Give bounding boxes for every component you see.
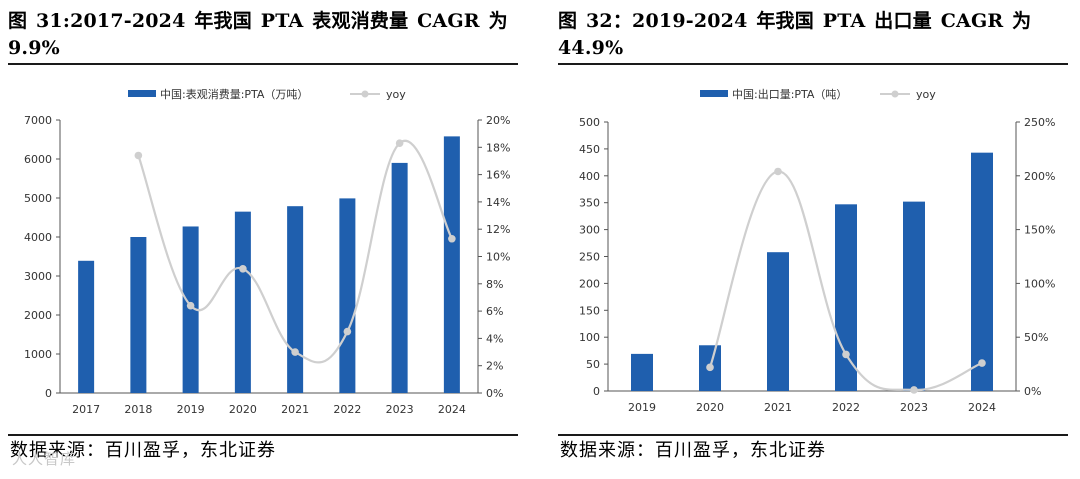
yoy-point-2023 (395, 139, 404, 148)
y-tick-label-left: 150 (579, 304, 600, 317)
yoy-point-2021 (291, 348, 299, 356)
x-tick-label: 2021 (764, 401, 792, 414)
y-tick-label-right: 4% (486, 332, 503, 345)
y-tick-label-right: 0% (1024, 385, 1041, 398)
x-tick-label: 2017 (72, 403, 100, 416)
y-tick-label-right: 12% (486, 223, 510, 236)
chart-panel-left: 图 31:2017-2024 年我国 PTA 表观消费量 CAGR 为 9.9%… (8, 0, 524, 479)
x-tick-label: 2022 (832, 401, 860, 414)
yoy-point-2023 (910, 386, 918, 394)
x-tick-label: 2020 (229, 403, 257, 416)
bar-2019 (631, 353, 653, 391)
x-tick-label: 2023 (900, 401, 928, 414)
y-tick-label-right: 250% (1024, 116, 1055, 129)
bar-2023 (903, 201, 925, 391)
y-tick-label-left: 300 (579, 224, 600, 237)
figure-title-31: 图 31:2017-2024 年我国 PTA 表观消费量 CAGR 为 9.9% (8, 10, 508, 59)
y-tick-label-left: 5000 (24, 192, 52, 205)
y-tick-label-left: 100 (579, 331, 600, 344)
yoy-point-2022 (842, 350, 850, 359)
bar-2021 (287, 206, 304, 393)
yoy-point-2021 (774, 167, 782, 176)
y-tick-label-left: 250 (579, 251, 600, 264)
y-tick-label-right: 200% (1024, 170, 1055, 183)
x-tick-label: 2018 (124, 403, 152, 416)
bar-2024 (443, 136, 460, 393)
y-tick-label-right: 10% (486, 251, 510, 264)
y-tick-label-left: 1000 (24, 348, 52, 361)
yoy-point-2020 (706, 363, 714, 372)
y-tick-label-right: 8% (486, 278, 503, 291)
source-rule (8, 434, 518, 436)
yoy-point-2024 (978, 359, 986, 367)
source-rule (558, 434, 1068, 436)
y-tick-label-right: 20% (486, 114, 510, 127)
y-tick-label-left: 0 (45, 387, 52, 400)
y-tick-label-left: 50 (586, 358, 600, 371)
watermark-logo: 人人智库 (12, 450, 77, 468)
y-tick-label-left: 400 (579, 170, 600, 183)
y-tick-label-right: 6% (486, 305, 503, 318)
legend-bar-swatch (700, 90, 728, 97)
y-tick-label-left: 0 (593, 385, 600, 398)
y-tick-label-right: 150% (1024, 224, 1055, 237)
bar-2022 (835, 204, 857, 391)
yoy-point-2022 (343, 327, 352, 336)
legend-bar-label: 中国:出口量:PTA（吨） (732, 87, 847, 101)
x-tick-label: 2024 (968, 401, 996, 414)
title-rule (8, 63, 518, 65)
yoy-point-2020 (239, 264, 247, 273)
yoy-point-2018 (134, 151, 143, 160)
x-tick-label: 2021 (281, 403, 309, 416)
x-tick-label: 2022 (333, 403, 361, 416)
x-tick-label: 2020 (696, 401, 724, 414)
pta-consumption-chart: 中国:表观消费量:PTA（万吨） yoy 0 1000 2000 3000 4000 5000… (24, 87, 510, 416)
title-rule (558, 63, 1068, 65)
source-note: 数据来源：百川盈孚，东北证券 (560, 440, 826, 461)
y-tick-label-left: 2000 (24, 309, 52, 322)
bar-2017 (78, 260, 95, 393)
y-tick-label-right: 100% (1024, 277, 1055, 290)
x-tick-label: 2019 (628, 401, 656, 414)
y-tick-label-right: 2% (486, 360, 503, 373)
bar-2021 (767, 252, 789, 391)
legend-bar-swatch (128, 90, 156, 97)
y-tick-label-right: 18% (486, 141, 510, 154)
legend-line-label: yoy (916, 88, 936, 101)
y-tick-label-left: 3000 (24, 270, 52, 283)
y-tick-label-left: 6000 (24, 153, 52, 166)
y-tick-label-left: 500 (579, 116, 600, 129)
legend-line-marker (361, 90, 369, 98)
yoy-point-2019 (186, 301, 195, 310)
y-tick-label-right: 14% (486, 196, 510, 209)
y-tick-label-left: 450 (579, 143, 600, 156)
y-tick-label-left: 350 (579, 197, 600, 210)
bar-2023 (391, 162, 408, 393)
x-tick-label: 2023 (386, 403, 414, 416)
source-note: 数据来源：百川盈孚，东北证券 (10, 440, 276, 461)
y-tick-label-right: 50% (1024, 331, 1048, 344)
bar-2018 (130, 237, 147, 393)
bar-2019 (182, 226, 199, 393)
x-tick-label: 2019 (177, 403, 205, 416)
legend-line-marker (891, 90, 899, 98)
y-tick-label-right: 16% (486, 169, 510, 182)
y-tick-label-left: 200 (579, 277, 600, 290)
pta-export-chart: 中国:出口量:PTA（吨） yoy 0 50 100 150 200 250 300 350 400… (579, 87, 1055, 414)
bar-2020 (234, 211, 251, 393)
y-tick-label-right: 0% (486, 387, 503, 400)
figure-title-32: 图 32：2019-2024 年我国 PTA 出口量 CAGR 为 44.9% (558, 10, 1032, 59)
x-tick-label: 2024 (438, 403, 466, 416)
legend-bar-label: 中国:表观消费量:PTA（万吨） (160, 87, 308, 101)
y-tick-label-left: 4000 (24, 231, 52, 244)
yoy-point-2024 (448, 234, 456, 243)
y-tick-label-left: 7000 (24, 114, 52, 127)
chart-panel-right: 图 32：2019-2024 年我国 PTA 出口量 CAGR 为 44.9% … (558, 0, 1074, 479)
legend-line-label: yoy (386, 88, 406, 101)
bar-2022 (339, 198, 356, 393)
bar-2024 (971, 152, 993, 391)
